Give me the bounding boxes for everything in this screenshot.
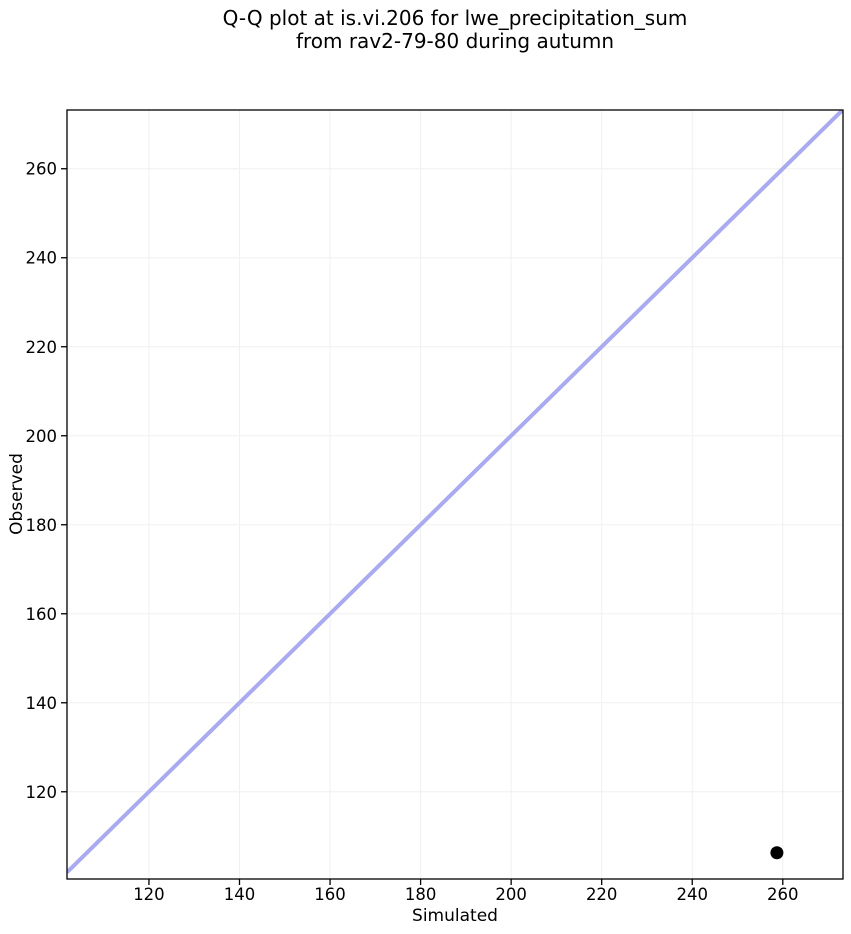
y-tick-label: 220 (26, 338, 58, 357)
y-tick-label: 240 (26, 249, 58, 268)
observed-vs-simulated-quantiles-point (770, 846, 784, 860)
x-tick-label: 220 (586, 885, 618, 904)
y-tick-label: 140 (26, 694, 58, 713)
x-tick-label: 120 (133, 885, 165, 904)
y-axis-label: Observed (7, 453, 27, 535)
axes-layer: 120 140 160 180 200 220 240 260 120 140 160 180 200 2… (26, 109, 844, 904)
y-tick-label: 200 (26, 427, 58, 446)
x-tick-label: 160 (314, 885, 346, 904)
y-tick-label: 120 (26, 783, 58, 802)
x-tick-label: 200 (495, 885, 527, 904)
plot-border (66, 109, 844, 880)
chart-title-line-2: from rav2-79-80 during autumn (295, 29, 615, 53)
chart-title: Q-Q plot at is.vi.206 for lwe_precipitat… (67, 7, 843, 53)
x-tick-label: 260 (767, 885, 799, 904)
x-tick-label: 140 (224, 885, 256, 904)
y-tick-label: 180 (26, 516, 58, 535)
y-tick-label: 160 (26, 605, 58, 624)
x-axis-label: Simulated (412, 906, 498, 926)
chart-title-line-1: Q-Q plot at is.vi.206 for lwe_precipitat… (222, 6, 688, 30)
grid-layer (67, 110, 843, 879)
x-tick-label: 240 (676, 885, 708, 904)
identity-line (67, 110, 843, 874)
data-layer (67, 110, 843, 874)
x-tick-label: 180 (405, 885, 437, 904)
y-tick-label: 260 (26, 160, 58, 179)
